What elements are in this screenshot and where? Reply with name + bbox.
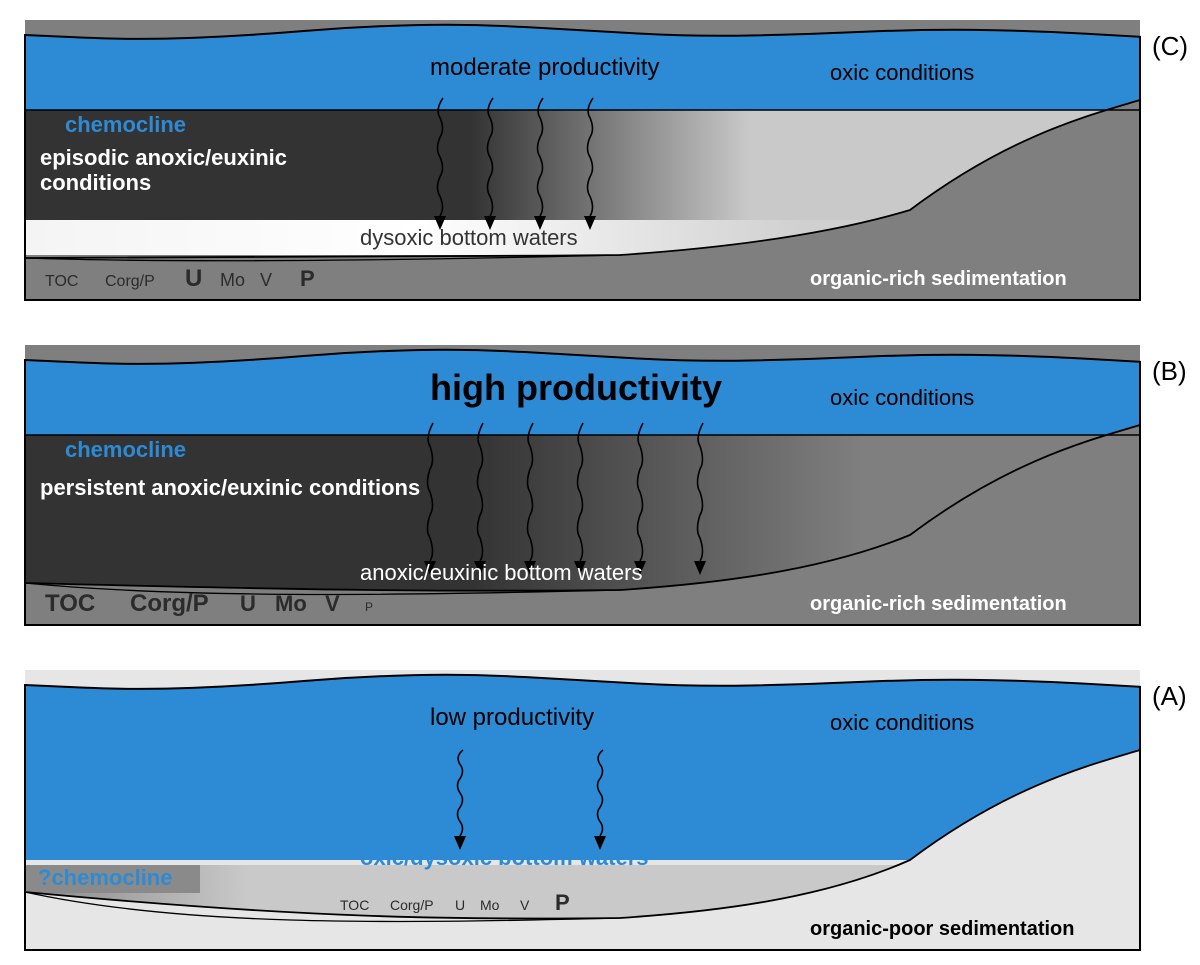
- panel-label-B: (B): [1152, 356, 1187, 386]
- bottom-waters-label: oxic/dysoxic bottom waters: [360, 845, 649, 870]
- productivity-label: high productivity: [430, 367, 722, 408]
- elem-P: P: [365, 600, 373, 614]
- panel-label-C: (C): [1152, 31, 1188, 61]
- elem-TOC: TOC: [340, 897, 369, 913]
- sedimentation-label: organic-rich sedimentation: [810, 593, 1067, 615]
- productivity-label: moderate productivity: [430, 54, 659, 81]
- elem-Corg-P: Corg/P: [390, 897, 434, 913]
- elem-V: V: [520, 897, 530, 913]
- elem-U: U: [185, 265, 202, 292]
- elem-Corg-P: Corg/P: [105, 273, 155, 290]
- elem-U: U: [240, 591, 256, 616]
- bottom-waters-label: anoxic/euxinic bottom waters: [360, 560, 642, 585]
- anoxic-label-2: conditions: [40, 170, 151, 195]
- elem-TOC: TOC: [45, 273, 78, 290]
- elem-Mo: Mo: [220, 270, 245, 290]
- anoxic-label: persistent anoxic/euxinic conditions: [40, 475, 420, 500]
- elem-V: V: [325, 591, 340, 616]
- oxic-label: oxic conditions: [830, 60, 974, 85]
- chemocline-label: ?chemocline: [38, 865, 172, 890]
- elem-Mo: Mo: [275, 591, 307, 616]
- elem-U: U: [455, 897, 465, 913]
- sedimentation-label: organic-poor sedimentation: [810, 918, 1074, 940]
- chemocline-label: chemocline: [65, 437, 186, 462]
- oxic-label: oxic conditions: [830, 710, 974, 735]
- panel-label-A: (A): [1152, 681, 1187, 711]
- diagram-root: moderate productivity oxic conditions chem…: [0, 0, 1200, 965]
- panel-B: high productivity oxic conditions chemocli…: [25, 345, 1187, 625]
- elem-Corg-P: Corg/P: [130, 590, 209, 617]
- chemocline-label: chemocline: [65, 112, 186, 137]
- elem-P: P: [300, 266, 315, 291]
- oxic-label: oxic conditions: [830, 385, 974, 410]
- sedimentation-label: organic-rich sedimentation: [810, 268, 1067, 290]
- anoxic-label: episodic anoxic/euxinic: [40, 145, 287, 170]
- elem-TOC: TOC: [45, 590, 95, 617]
- panel-C: moderate productivity oxic conditions chem…: [25, 20, 1188, 300]
- elem-P: P: [555, 890, 570, 915]
- bottom-waters-label: dysoxic bottom waters: [360, 225, 578, 250]
- productivity-label: low productivity: [430, 704, 594, 731]
- panel-A: low productivity oxic conditions ?chemocli…: [25, 670, 1187, 950]
- elem-V: V: [260, 270, 272, 290]
- elem-Mo: Mo: [480, 897, 500, 913]
